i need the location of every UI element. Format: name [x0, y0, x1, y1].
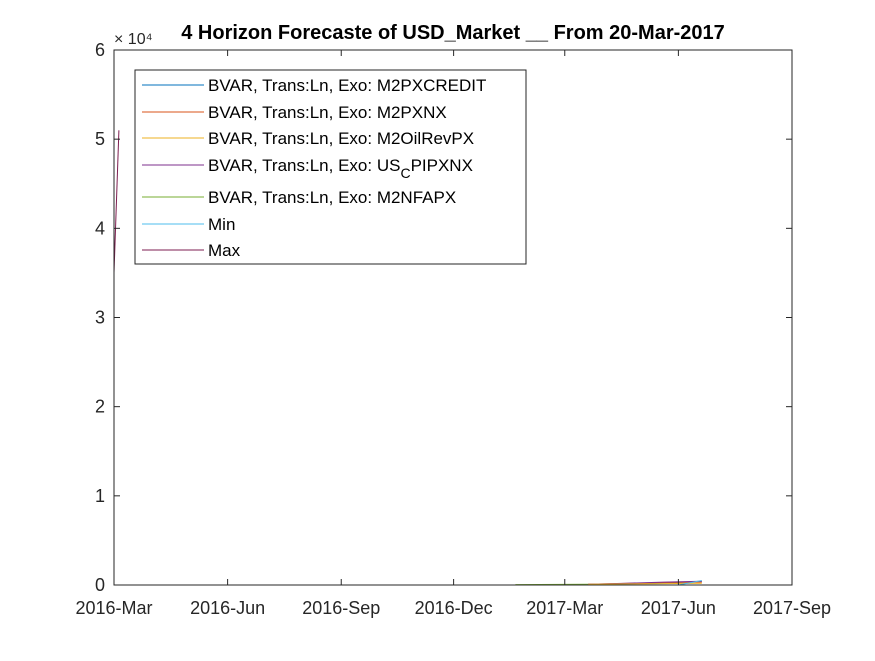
legend-label: BVAR, Trans:Ln, Exo: M2NFAPX: [208, 188, 456, 207]
y-axis-exponent: × 10⁴: [114, 31, 153, 48]
x-tick-label: 2016-Jun: [190, 598, 265, 618]
legend-label: Min: [208, 215, 235, 234]
legend-label: BVAR, Trans:Ln, Exo: M2PXNX: [208, 103, 447, 122]
legend-label: BVAR, Trans:Ln, Exo: M2OilRevPX: [208, 129, 474, 148]
y-tick-label: 0: [95, 575, 105, 595]
x-tick-label: 2017-Sep: [753, 598, 831, 618]
x-tick-label: 2016-Dec: [415, 598, 493, 618]
legend: BVAR, Trans:Ln, Exo: M2PXCREDIT BVAR, Tra…: [135, 70, 526, 264]
chart-title: 4 Horizon Forecaste of USD_Market __ Fro…: [181, 22, 725, 44]
legend-label: BVAR, Trans:Ln, Exo: M2PXCREDIT: [208, 76, 486, 95]
y-tick-label: 5: [95, 129, 105, 149]
y-tick-label: 6: [95, 40, 105, 60]
y-tick-label: 1: [95, 486, 105, 506]
y-tick-label: 2: [95, 397, 105, 417]
x-tick-label: 2016-Sep: [302, 598, 380, 618]
legend-label: Max: [208, 241, 241, 260]
x-tick-label: 2017-Jun: [641, 598, 716, 618]
y-tick-label: 4: [95, 218, 105, 238]
x-tick-label: 2017-Mar: [526, 598, 603, 618]
y-tick-label: 3: [95, 308, 105, 328]
x-tick-label: 2016-Mar: [75, 598, 152, 618]
